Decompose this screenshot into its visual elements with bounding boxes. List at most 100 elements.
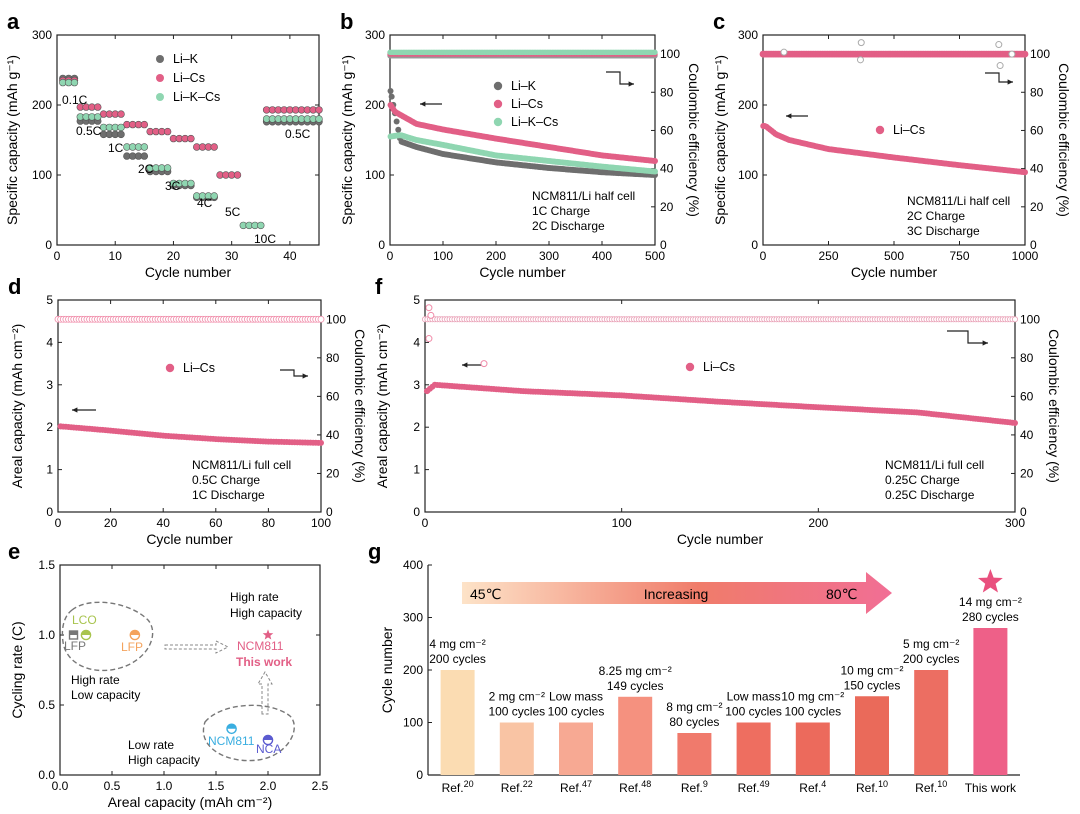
capacity-axis-arrow-head [786,113,792,119]
x-tick-label: 0 [55,516,62,530]
arrow-left-label: 45℃ [470,586,501,602]
bar [559,722,593,775]
x-tick-label: 300 [539,249,559,263]
y-tick-label: 5 [46,293,53,307]
plot-frame [59,564,321,776]
panel-label: b [340,9,353,34]
legend-marker [493,117,503,127]
x-tick-label: 0 [54,249,61,263]
category-sup: 20 [464,779,474,789]
y2-tick-label: 100 [1030,47,1050,61]
material-marker-half [263,735,273,740]
x-axis-title: Cycle number [851,264,938,280]
legend: Li–Cs [685,360,735,374]
y-axis-title: Specific capacity (mAh g⁻¹) [339,55,355,225]
x-tick-label: 0.0 [52,779,69,793]
bar [855,696,889,775]
category-label: Ref.4 [799,779,826,795]
material-marker-half [81,630,91,635]
this-work-label: This work [236,655,292,669]
capacity-series-2 [387,132,658,175]
data-point [187,134,195,143]
condition-text: 2C Charge [907,209,965,223]
capacity-axis-arrow [72,407,96,413]
y-tick-label: 200 [738,98,758,112]
x-axis-title: Cycle number [479,264,566,280]
category-label: Ref.9 [681,779,708,795]
category-base: Ref. [560,781,582,795]
y2-tick-label: 60 [660,123,674,137]
bar-label-mass: 8.25 mg cm⁻² [599,664,672,678]
bar-label-mass: Low mass [727,690,781,704]
legend-label: Li–K–Cs [173,90,220,104]
bar-label-cycles: 149 cycles [607,679,664,693]
group-label: Low rate [128,738,174,752]
ce-outliers [780,39,1016,70]
y-tick-label: 2 [413,420,420,434]
x-tick-label: 40 [157,516,171,530]
y-tick-label: 0 [413,505,420,519]
panel-label: f [375,274,383,299]
ce-outlier-point [995,41,1003,49]
rate-label: 4C [197,196,213,210]
x-tick-label: 10 [109,249,123,263]
y-tick-label: 200 [365,98,385,112]
arrow-middle-label: Increasing [644,586,709,602]
capacity-axis-arrow-head [420,101,426,107]
ce-axis-arrow [947,330,988,346]
y-tick-label: 1 [413,463,420,477]
panel-a: 0 10 20 30 40 0 100 200 300 Cycle number Specific … [4,9,323,280]
bar [499,722,534,775]
x-tick-label: 2.0 [260,779,277,793]
category-label: Ref.49 [738,779,770,795]
bar [677,733,712,775]
category-sup: 48 [641,779,651,789]
legend-marker [875,125,885,135]
y-tick-label: 3 [413,378,420,392]
y2-tick-label: 20 [1020,466,1034,480]
y-axis-title: Cycling rate (C) [9,621,25,718]
data-point [257,221,265,230]
ce-outlier-point [425,304,433,312]
x-tick-label: 0 [760,249,767,263]
y-tick-label: 300 [32,28,52,42]
y2-tick-label: 100 [660,47,680,61]
condition-text: 0.25C Discharge [885,488,975,502]
material-label: NCM811 [208,734,255,748]
x-tick-label: 500 [645,249,665,263]
panel-label: d [8,274,21,299]
panel-c: 0 250 500 750 10000100200300020406080100Coul… [712,9,1072,280]
y-tick-label: 2 [46,420,53,434]
legend-marker [493,81,503,91]
y-tick-label: 300 [738,28,758,42]
y2-tick-label: 0 [326,505,333,519]
x-tick-label: 40 [283,249,297,263]
y2-tick-label: 80 [326,351,340,365]
ce-outlier-point [996,62,1004,70]
y-axis-title: Areal capacity (mAh cm⁻²) [9,324,25,489]
legend-label: Li–K [511,79,537,93]
temperature-arrow [462,572,892,614]
x-tick-label: 60 [209,516,223,530]
panel-label: c [713,9,725,34]
category-label: Ref.10 [915,779,947,795]
y-tick-label: 5 [413,293,420,307]
x-tick-label: 0.5 [104,779,121,793]
ce-outliers-f [425,304,488,368]
panel-label: g [368,539,381,564]
data-point [117,110,125,118]
legend: Li–Cs [875,123,925,137]
category-base: Ref. [501,781,523,795]
x-axis-title: Cycle number [145,264,232,280]
capacity-series-0 [387,88,658,178]
y2-axis-title: Coulombic efficiency (%) [1046,329,1062,483]
legend-marker [685,362,695,372]
ce-point [652,49,658,56]
series-li-k-cs [59,78,323,230]
bar [440,670,475,775]
y-tick-label: 3 [46,378,53,392]
y-tick-label: 100 [403,716,423,730]
plot-frame [389,34,656,246]
data-point [233,171,242,179]
